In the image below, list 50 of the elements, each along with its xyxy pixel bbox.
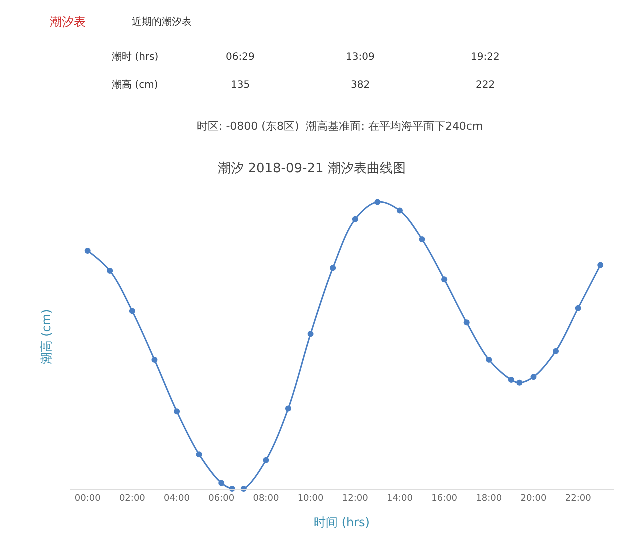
- point: [129, 308, 136, 314]
- text: 潮时 (hrs): [112, 51, 159, 63]
- point: [516, 380, 523, 386]
- x-tick-label: 10:00: [298, 494, 324, 504]
- x-tick-label: 18:00: [476, 494, 502, 504]
- text: 382: [351, 80, 370, 91]
- x-tick-label: 04:00: [164, 494, 190, 504]
- point: [308, 331, 314, 338]
- text: 19:22: [471, 52, 500, 63]
- text: 13:09: [346, 52, 375, 63]
- x-tick-label: 16:00: [432, 494, 458, 504]
- point: [330, 265, 336, 272]
- point: [84, 248, 91, 254]
- text: 06:29: [226, 52, 255, 63]
- text: 潮高 (cm): [112, 79, 158, 91]
- point: [486, 356, 492, 363]
- point: [285, 406, 292, 412]
- x-axis-title: 时间 (hrs): [314, 516, 370, 530]
- point: [107, 268, 114, 274]
- chart-title: 潮汐 2018-09-21 潮汐表曲线图: [218, 162, 406, 177]
- text: 潮汐表: [50, 15, 86, 29]
- point: [508, 377, 514, 384]
- text: 时区: -0800 (东8区) 潮高基准面: 在平均海平面下240cm: [197, 120, 484, 133]
- point: [263, 457, 270, 464]
- point: [419, 236, 426, 242]
- text: 222: [476, 80, 496, 91]
- point: [374, 199, 381, 206]
- point: [442, 276, 448, 283]
- point: [598, 262, 604, 268]
- x-tick-label: 02:00: [119, 494, 146, 504]
- x-tick-label: 12:00: [342, 494, 369, 504]
- x-tick-label: 06:00: [208, 494, 235, 504]
- point: [530, 374, 537, 380]
- text: 近期的潮汐表: [132, 16, 192, 28]
- point: [174, 408, 180, 415]
- point: [553, 348, 560, 354]
- point: [196, 452, 202, 458]
- point: [464, 320, 470, 326]
- y-axis-title: 潮高 (cm): [39, 309, 54, 365]
- point: [152, 356, 158, 363]
- x-tick-label: 22:00: [565, 494, 592, 504]
- x-tick-label: 08:00: [253, 494, 280, 504]
- x-tick-label: 14:00: [387, 494, 414, 504]
- x-tick-label: 00:00: [74, 494, 102, 504]
- x-tick-label: 20:00: [520, 494, 547, 504]
- point: [352, 216, 358, 222]
- point: [218, 480, 225, 486]
- text: 135: [231, 80, 250, 91]
- point: [575, 305, 582, 312]
- point: [396, 208, 403, 214]
